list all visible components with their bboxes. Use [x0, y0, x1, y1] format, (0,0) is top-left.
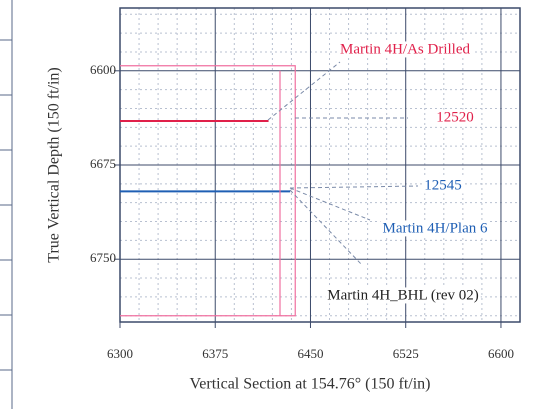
leader-line: [267, 61, 341, 121]
annotation: 12520: [436, 109, 474, 125]
leader-line: [289, 189, 363, 266]
y-tick-label: 6750: [90, 250, 116, 265]
x-tick-label: 6300: [107, 346, 133, 361]
left-panel-edge: [0, 0, 13, 409]
x-tick-label: 6450: [297, 346, 323, 361]
annotation: Martin 4H/Plan 6: [383, 220, 488, 236]
annotation-bg: [422, 177, 464, 194]
annotation: 12545: [424, 177, 462, 193]
y-tick-label: 6675: [90, 156, 116, 171]
leader-line: [289, 185, 419, 189]
plot-frame: [119, 7, 521, 323]
y-tick-label: 6600: [90, 62, 116, 77]
leader-line: [289, 187, 371, 221]
x-tick-label: 6525: [393, 346, 419, 361]
annotation: Martin 4H/As Drilled: [340, 41, 470, 57]
annotation-bg: [434, 109, 476, 126]
y-axis-label: True Vertical Depth (150 ft/in): [46, 67, 63, 263]
x-tick-label: 6600: [488, 346, 514, 361]
annotation-bg: [325, 287, 481, 304]
annotation: Martin 4H_BHL (rev 02): [327, 287, 479, 303]
annotation-bg: [380, 220, 490, 237]
annotation-bg: [338, 41, 473, 58]
series-line: [120, 65, 296, 317]
x-tick-label: 6375: [202, 346, 228, 361]
x-axis-label: Vertical Section at 154.76° (150 ft/in): [189, 376, 430, 393]
